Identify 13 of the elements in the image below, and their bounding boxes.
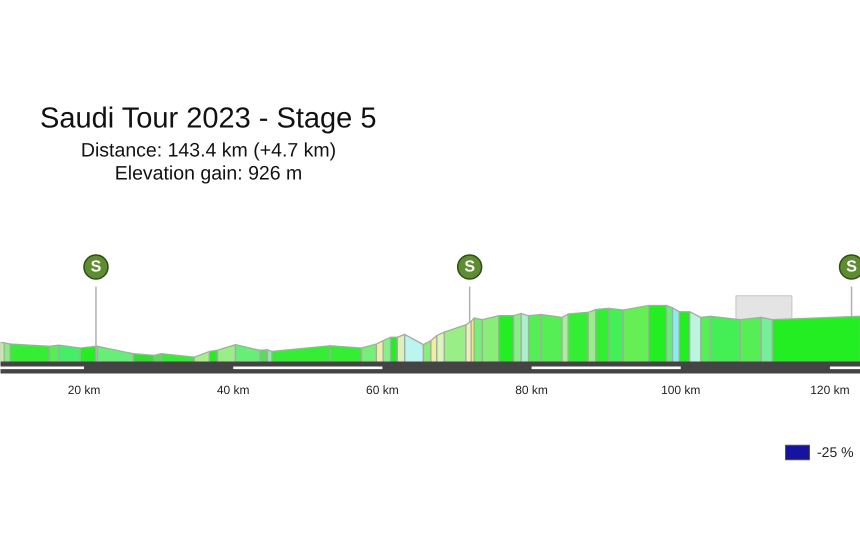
chart-title: Saudi Tour 2023 - Stage 5 (40, 102, 376, 134)
annotation: S (90, 258, 102, 276)
x-tick-label: 100 km (661, 383, 700, 398)
x-tick-label: 20 km (68, 383, 100, 398)
x-tick-label: 120 km (810, 383, 850, 398)
x-tick-label: 40 km (216, 383, 250, 398)
text: Elevation gain: 926 m (114, 162, 302, 184)
x-tick-label: 80 km (515, 383, 548, 398)
x-tick-label: 60 km (366, 383, 399, 398)
annotation: S (846, 258, 858, 276)
legend-label: -25 % (817, 444, 854, 460)
annotation: S (464, 258, 476, 276)
chart-subtitle: Distance: 143.4 km (+4.7 km) (80, 140, 336, 162)
